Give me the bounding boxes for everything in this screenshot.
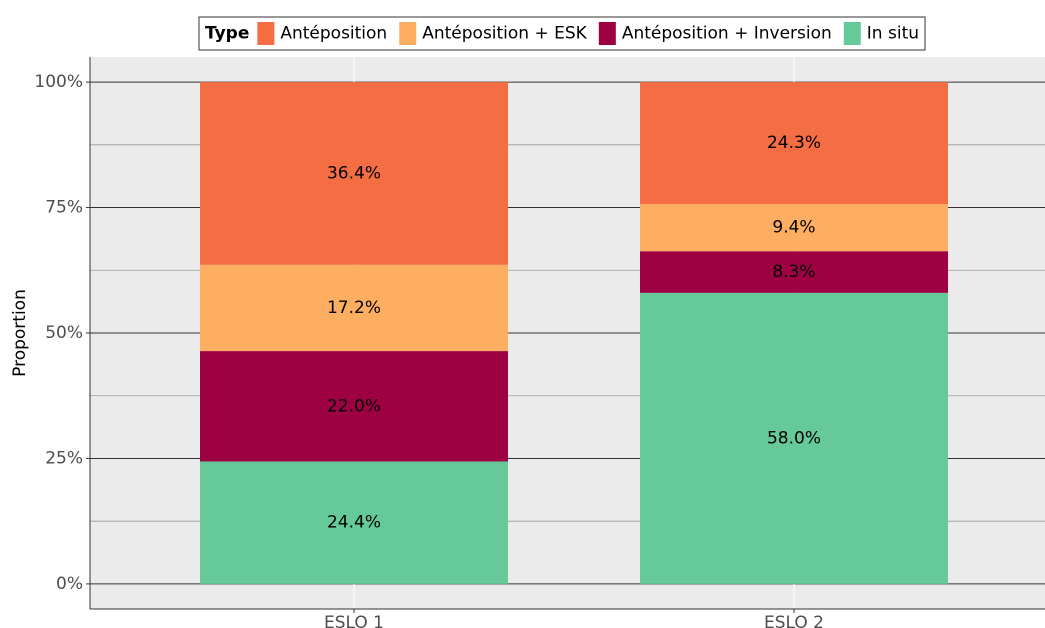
y-tick-label: 100% <box>34 72 83 92</box>
data-label: 9.4% <box>772 218 815 238</box>
y-tick-label: 25% <box>45 448 83 468</box>
data-label: 36.4% <box>327 163 381 183</box>
bar-segment <box>200 264 508 352</box>
legend-label: Antéposition + Inversion <box>622 24 832 44</box>
legend-swatch <box>257 22 275 45</box>
legend-label: Antéposition <box>280 24 387 44</box>
bar-segment <box>200 351 508 462</box>
bar-segment <box>200 461 508 584</box>
legend-swatch <box>843 22 861 45</box>
x-tick-label: ESLO 2 <box>764 613 824 628</box>
x-tick-label: ESLO 1 <box>324 613 384 628</box>
legend-box <box>198 16 926 51</box>
data-label: 22.0% <box>327 396 381 416</box>
y-tick-label: 75% <box>45 198 83 218</box>
data-label: 58.0% <box>767 428 821 448</box>
data-label: 24.4% <box>327 513 381 533</box>
legend-label: In situ <box>867 24 919 44</box>
data-label: 17.2% <box>327 298 381 318</box>
y-axis-title: Proportion <box>10 289 30 377</box>
bar-segment <box>640 251 948 293</box>
legend-swatch <box>598 22 616 45</box>
y-tick-label: 0% <box>56 574 83 594</box>
bar-segment <box>640 204 948 252</box>
bar-segment <box>640 82 948 205</box>
data-label: 8.3% <box>772 262 815 282</box>
y-tick-label: 50% <box>45 323 83 343</box>
legend-title: Type <box>205 24 249 44</box>
legend-label: Antéposition + ESK <box>422 24 587 44</box>
bar-segment <box>200 82 508 265</box>
legend: Type Antéposition Antéposition + ESK Antépo… <box>198 16 926 51</box>
bar-segment <box>640 292 948 584</box>
legend-swatch <box>399 22 417 45</box>
data-label: 24.3% <box>767 133 821 153</box>
